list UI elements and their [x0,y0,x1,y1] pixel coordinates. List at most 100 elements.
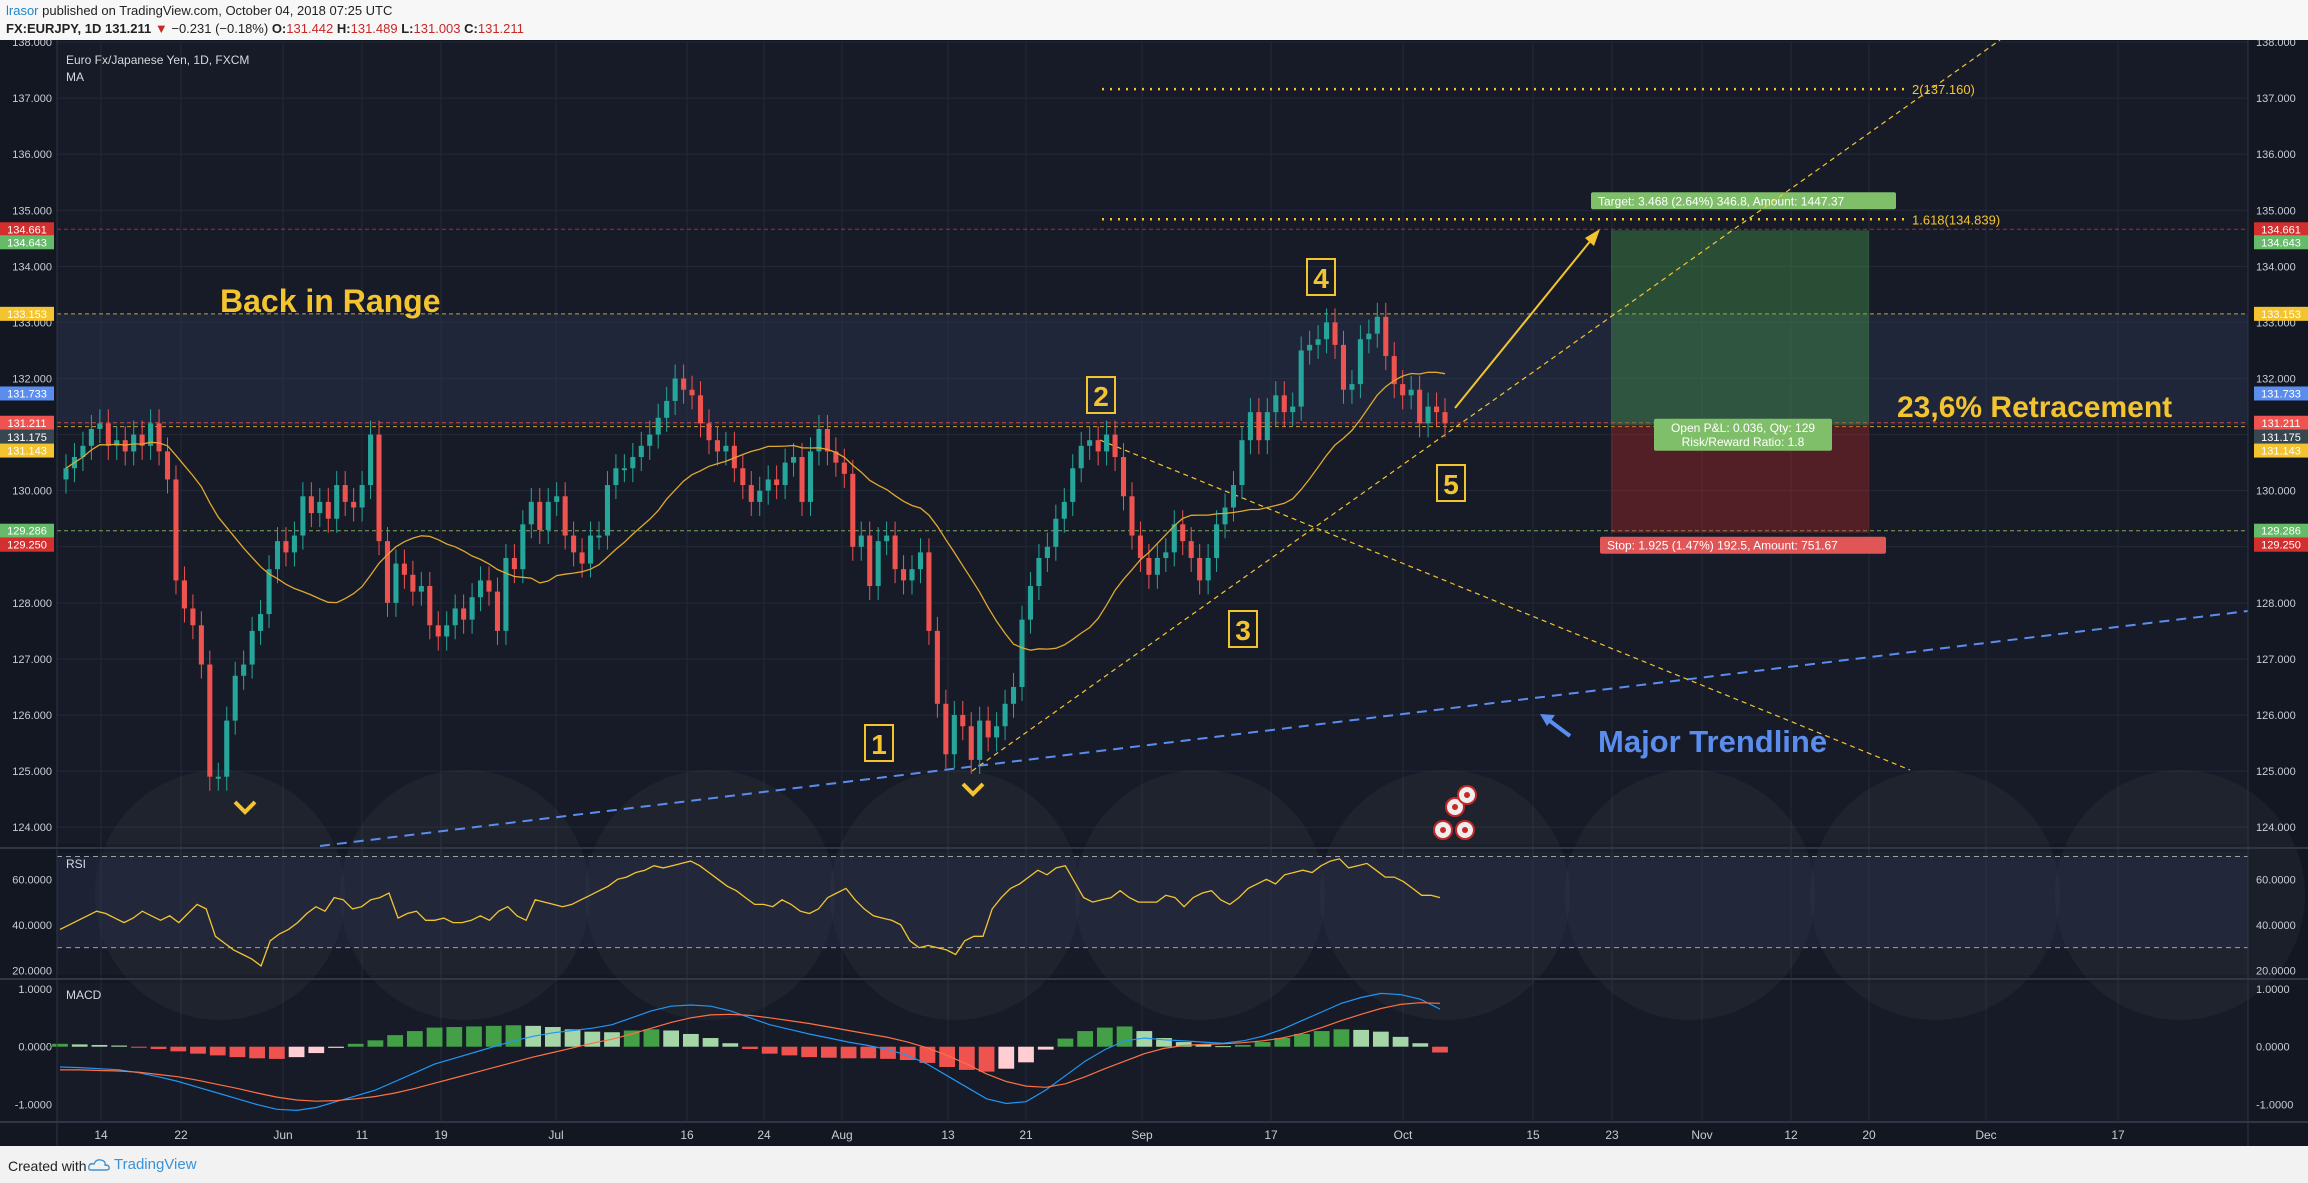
candle-body [1095,440,1101,452]
chart-canvas[interactable]: 14 22 Jun 11 19 Jul 16 24 Aug 13 21 Sep 17 Oct 15 23 Nov… [0,40,2308,1146]
macd-histogram-bar [130,1046,147,1048]
x-tick-label: 19 [434,1128,448,1142]
macd-histogram-bar [1175,1042,1192,1047]
price-tag-left-text: 129.250 [7,540,47,552]
candle-body [1120,457,1127,497]
candle-body [782,462,788,486]
price-tag-left [0,235,54,250]
y-tick-label-right: 128.000 [2256,598,2296,610]
rsi-line [59,858,1441,967]
macd-histogram-bar [111,1045,128,1047]
macd-histogram-bar [209,1046,226,1056]
candle-body [528,501,534,525]
macd-histogram-bar [840,1046,857,1059]
x-tick-label: 11 [356,1128,369,1142]
y-tick-label-left: 127.000 [12,654,52,666]
macd-histogram-bar [682,1033,699,1047]
candle-body [706,423,712,441]
candle-body [748,485,754,502]
x-tick-label: Dec [1975,1128,1996,1142]
macd-histogram-bar [1412,1043,1429,1047]
price-tag-right-text: 133.153 [2261,309,2301,321]
macd-title: MACD [66,988,102,1002]
x-tick-label: 22 [174,1128,188,1142]
macd-histogram-bar [1254,1042,1271,1047]
price-tag-right [2254,443,2308,458]
target-label-box [1591,192,1896,210]
x-tick-label: 16 [680,1128,694,1142]
rsi-y-label-right: 20.0000 [2256,965,2296,977]
candle-body [1298,350,1304,407]
tradingview-link[interactable]: TradingView [114,1156,197,1173]
candle-body [291,535,297,553]
price-tag-right-text: 131.143 [2261,446,2301,458]
candle-body [164,451,171,480]
rsi-y-label-right: 60.0000 [2256,874,2296,886]
macd-histogram-bar [801,1046,818,1058]
candle-body [681,378,687,390]
macd-histogram-bar [308,1046,325,1054]
candle-body [579,552,585,564]
candle-body [926,552,932,631]
macd-histogram-bar [919,1046,936,1063]
candle-body [985,720,991,738]
ohlc-open: 131.442 [286,21,334,36]
candle-body [334,485,340,519]
macd-y-label-right: -1.0000 [2256,1100,2293,1112]
candle-body [1180,524,1186,542]
candle-body [418,586,424,592]
candle-body [384,541,391,603]
candle-body [122,440,128,452]
macd-y-label-right: 0.0000 [2256,1042,2290,1054]
y-tick-label-left: 125.000 [12,766,52,778]
macd-histogram-bar [406,1031,423,1047]
x-tick-label: 20 [1862,1128,1876,1142]
candle-body [901,569,907,581]
y-tick-label-left: 135.000 [12,205,52,217]
price-tag-left [0,222,54,237]
candle-body [156,423,162,452]
y-tick-label-right: 138.000 [2256,40,2296,49]
candle-body [816,428,822,452]
candle-body [1197,557,1203,581]
author-link[interactable]: lrasor [6,3,39,18]
y-tick-label-left: 134.000 [12,261,52,273]
wave-label-box [1086,376,1116,414]
candle-body [444,625,450,637]
macd-histogram-bar [1294,1033,1310,1047]
x-tick-label: Jun [273,1128,292,1142]
candle-body [1112,434,1118,458]
wave-label-box [864,724,894,762]
candle-body [1146,557,1152,575]
y-tick-label-left: 136.000 [12,149,52,161]
macd-histogram-bar [998,1046,1015,1069]
x-tick-label: 23 [1605,1128,1619,1142]
candle-body [401,563,407,575]
macd-histogram-bar [978,1046,995,1072]
candle-body [1171,524,1177,553]
price-tag-left-text: 134.643 [7,237,47,249]
y-tick-label-right: 125.000 [2256,766,2296,778]
wave-label: 1 [871,729,887,760]
candle-body [1417,389,1423,424]
candle-body [1374,316,1380,334]
candle-body [1087,440,1093,446]
major-trendline [319,610,2249,847]
macd-y-label-left: 1.0000 [18,984,52,996]
candle-body [241,664,247,676]
x-tick-label: 12 [1784,1128,1798,1142]
created-with-text: Created with [8,1158,87,1174]
candle-body [1357,339,1363,385]
macd-histogram-bar [91,1044,108,1047]
rsi-y-label-left: 40.0000 [12,920,52,932]
macd-histogram-bar [820,1046,837,1058]
macd-histogram-bar [761,1046,778,1054]
candle-body [850,473,856,547]
macd-histogram-bar [1136,1031,1153,1047]
y-tick-label-left: 126.000 [12,710,52,722]
macd-histogram-bar [229,1046,246,1058]
wave-label: 4 [1313,263,1329,294]
y-tick-label-right: 134.000 [2256,261,2296,273]
candle-body [1036,557,1042,587]
macd-histogram-bar [288,1046,305,1058]
